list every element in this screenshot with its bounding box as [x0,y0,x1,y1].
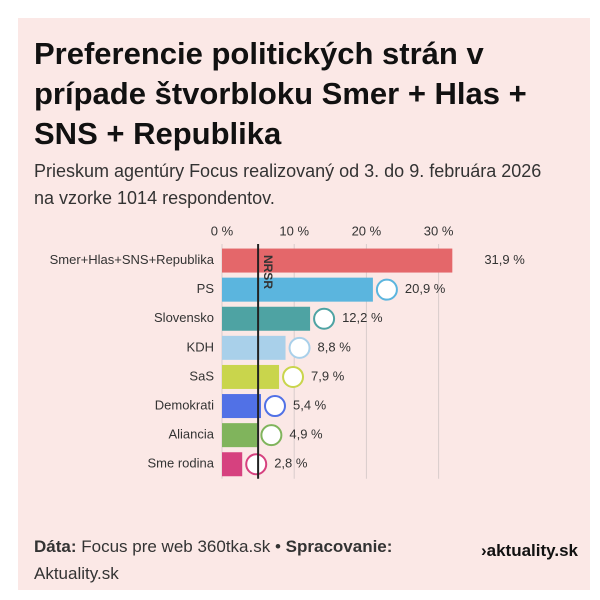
value-label: 2,8 % [274,456,308,471]
processing: Aktuality.sk [34,564,119,583]
y-tick-label: Aliancia [168,427,214,442]
y-tick-label: KDH [187,339,214,354]
value-label: 20,9 % [405,281,446,296]
chart-subtitle: Prieskum agentúry Focus realizovaný od 3… [34,161,542,208]
x-tick-label: 30 % [424,223,454,238]
value-label: 8,8 % [318,339,352,354]
bar [222,394,261,419]
party-logo [245,453,268,476]
bar [222,423,258,448]
party-logo [260,424,283,447]
panel [18,18,590,590]
footer: Dáta: Focus pre web 360tka.sk • Spracova… [34,533,454,587]
y-tick-label: Slovensko [154,310,214,325]
bar [222,335,286,360]
x-tick-label: 0 % [211,223,234,238]
chart-title: Preferencie politických strán v prípade … [34,36,527,151]
value-label: 31,9 % [484,252,525,267]
value-label: 4,9 % [289,427,323,442]
bar [222,277,373,302]
x-tick-label: 10 % [279,223,309,238]
source: Focus pre web 360tka.sk • [81,537,281,556]
value-label: 12,2 % [342,310,383,325]
processing-label: Spracovanie: [285,537,393,556]
bar [222,364,280,389]
party-logo [375,278,398,301]
y-tick-label: Demokrati [155,397,214,412]
bar [222,248,453,273]
brand-logo: ›aktuality.sk [480,541,578,560]
y-tick-label: Sme rodina [148,456,215,471]
source-label: Dáta: [34,537,77,556]
party-logo [288,336,311,359]
value-label: 5,4 % [293,397,327,412]
party-logo [282,365,305,388]
party-logo [263,395,286,418]
threshold-label: NRSR [261,255,275,289]
bar [222,452,243,477]
party-logo [313,307,336,330]
y-tick-label: SaS [189,368,214,383]
bar [222,306,311,331]
y-tick-label: Smer+Hlas+SNS+Republika [50,252,215,267]
y-tick-label: PS [197,281,215,296]
value-label: 7,9 % [311,368,345,383]
x-tick-label: 20 % [352,223,382,238]
